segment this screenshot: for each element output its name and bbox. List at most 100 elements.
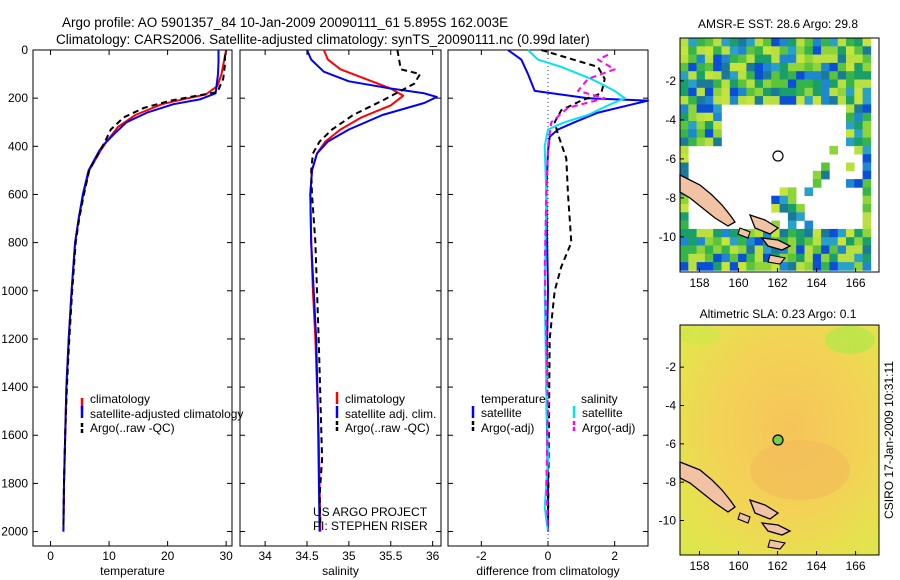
sst-cell [696,228,706,238]
sst-cell [771,228,780,238]
sst-cell [812,245,822,255]
sst-cell [787,220,797,230]
sst-cell [862,96,872,105]
sst-cell [829,237,838,246]
sst-cell [688,54,697,64]
sst-cell [680,253,689,263]
sst-cell [812,54,822,64]
sst-cell [738,262,747,271]
sst-cell [754,245,764,255]
map-x-tick-label: 166 [846,559,866,573]
sst-cell [688,137,697,147]
sst-cell [779,54,789,64]
sst-cell [846,129,855,138]
sst-cell [713,137,722,147]
sst-cell [704,121,714,130]
x-tick-label: -2 [476,549,487,563]
sst-cell [680,237,689,246]
sst-cell [721,54,731,64]
sst-cell [846,54,855,64]
sst-cell [862,179,872,188]
sst-cell [796,79,805,89]
sst-cell [779,79,789,89]
sst-cell [771,71,780,80]
sst-cell [779,62,789,72]
sst-map-frame [679,37,880,273]
legend-label-satellite: satellite-adjusted climatology [90,407,243,421]
sst-cell [688,253,697,263]
sst-cell [721,228,731,238]
sst-cell [862,237,872,246]
sst-cell [862,54,872,64]
sst-cell [787,212,797,221]
sst-cell [804,46,814,55]
sla-axes: 158 160 162 164 166 -2 -4 -6 -8 -10 [659,360,866,573]
salinity-panel: 34 34.5 35 35.5 36 salinity [239,49,442,578]
y-tick-label: 200 [8,91,28,105]
sst-cell [862,87,872,97]
sst-cell [713,54,722,64]
sst-cell [846,46,855,55]
sst-cell [680,154,689,163]
sst-cell [829,46,838,55]
sst-cell [804,228,814,238]
sst-cell [696,253,706,263]
sst-cell [821,71,830,80]
sst-cell [812,237,822,246]
sst-cell [787,38,797,47]
sst-cell [829,228,838,238]
sst-cell [846,262,855,271]
sst-cell [688,262,697,271]
sst-cell [829,87,838,97]
y-tick-label: 1600 [1,428,28,442]
sst-cell [688,71,697,80]
sst-cell [771,204,780,213]
sst-cell [721,245,731,255]
sst-cell [754,46,764,55]
sst-cell [704,87,714,97]
sst-cell [729,54,739,64]
sst-cell [804,62,814,72]
sst-cell [704,237,714,246]
sst-cell [837,253,847,263]
sst-cell [746,228,755,238]
sst-cell [696,245,706,255]
sst-cell [837,96,847,105]
sst-cell [787,253,797,263]
sst-cell [738,54,747,64]
sst-cell [680,112,689,122]
sst-cell [713,38,722,47]
x-tick-label: 0 [47,549,54,563]
plot-frame [32,49,233,547]
sst-cell [696,112,706,122]
sst-cell [680,170,689,180]
sst-cell [829,96,838,105]
sst-cell [738,87,747,97]
sst-cell [729,71,739,80]
sst-cell [696,71,706,80]
sst-cell [829,62,838,72]
sst-cell [796,262,805,271]
sst-cell [779,228,789,238]
map-y-tick-label: -6 [665,152,676,166]
sst-cell [680,96,689,105]
figure-title: Argo profile: AO 5901357_84 10-Jan-2009 … [56,15,590,47]
sst-cell [713,96,722,105]
sla-map: Altimetric SLA: 0.23 Argo: 0.1 158 160 162… [659,307,880,573]
sst-cell [821,162,830,172]
sst-cell [787,71,797,80]
map-y-tick-label: -6 [665,437,676,451]
sst-cell [713,87,722,97]
sst-cell [821,46,830,55]
sst-cell [680,262,689,271]
sst-cell [704,137,714,147]
sst-cell [779,71,789,80]
sst-cell [771,87,780,97]
x-tick-label: 30 [219,549,233,563]
sst-cell [812,79,822,89]
sla-argo-marker [772,434,784,446]
sst-cell [771,195,780,205]
sst-cell [738,79,747,89]
map-x-tick-label: 166 [846,276,866,290]
sst-cell [787,204,797,213]
